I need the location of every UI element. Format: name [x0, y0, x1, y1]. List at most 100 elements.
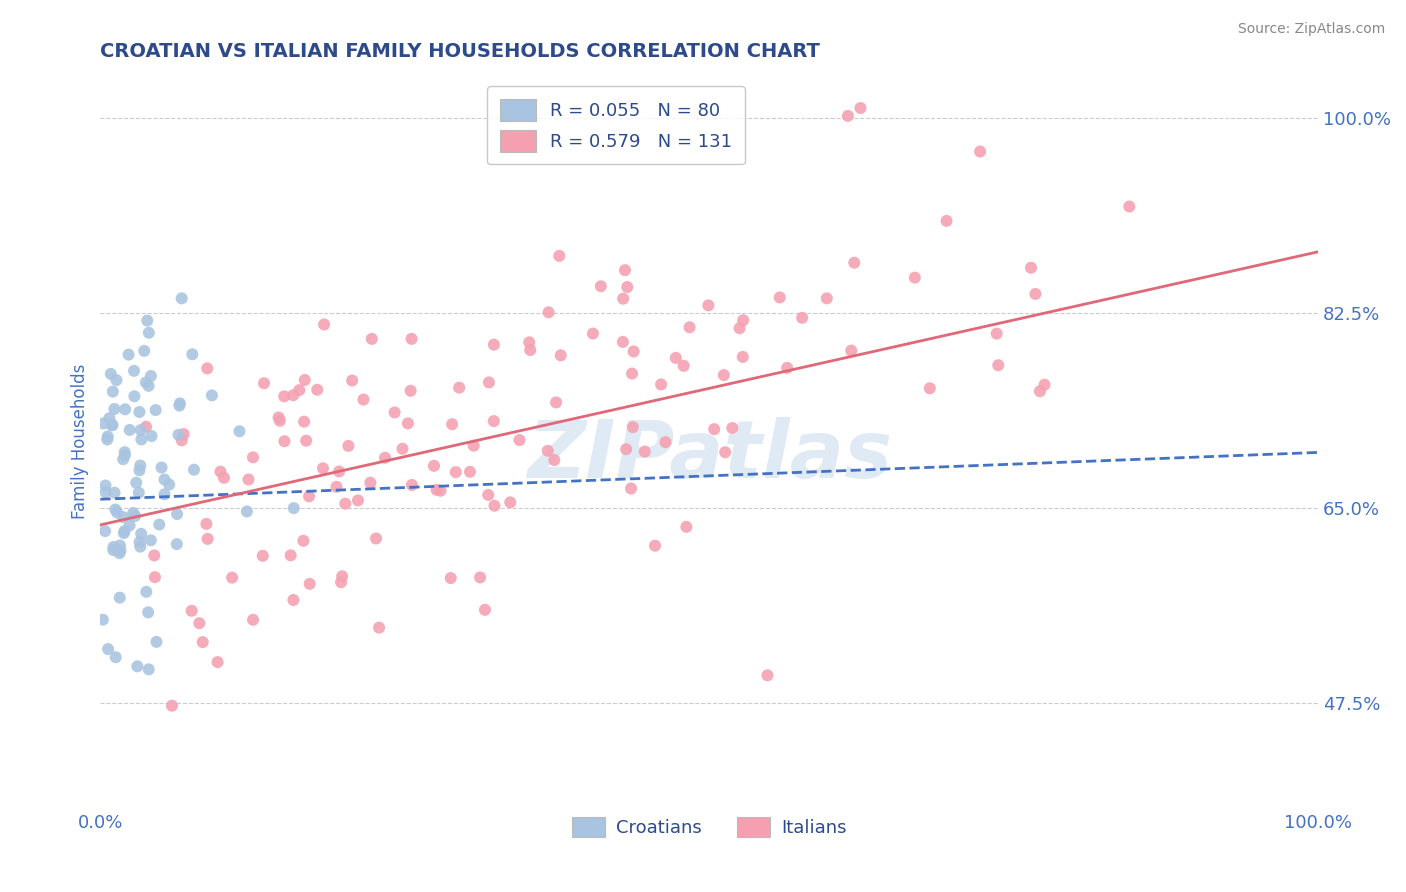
Point: [429, 483, 451, 498]
Point: [484, 499, 506, 513]
Point: [131, 433, 153, 447]
Point: [139, 533, 162, 548]
Point: [91, 613, 114, 627]
Point: [129, 458, 152, 473]
Point: [283, 388, 305, 402]
Point: [340, 374, 363, 388]
Point: [733, 313, 755, 327]
Point: [228, 424, 250, 438]
Point: [117, 348, 139, 362]
Point: [298, 577, 321, 591]
Point: [273, 389, 295, 403]
Point: [1118, 200, 1140, 214]
Point: [294, 373, 316, 387]
Point: [128, 485, 150, 500]
Point: [756, 668, 779, 682]
Point: [267, 410, 290, 425]
Point: [269, 414, 291, 428]
Point: [148, 517, 170, 532]
Point: [138, 662, 160, 676]
Point: [792, 310, 814, 325]
Point: [364, 532, 387, 546]
Point: [295, 434, 318, 448]
Point: [650, 377, 672, 392]
Point: [330, 575, 353, 590]
Point: [103, 543, 125, 558]
Point: [197, 532, 219, 546]
Point: [312, 318, 335, 332]
Point: [1024, 287, 1046, 301]
Point: [508, 433, 530, 447]
Point: [97, 429, 120, 443]
Point: [221, 571, 243, 585]
Point: [335, 497, 357, 511]
Point: [150, 460, 173, 475]
Point: [173, 427, 195, 442]
Point: [280, 549, 302, 563]
Point: [621, 367, 644, 381]
Point: [444, 465, 467, 479]
Point: [128, 463, 150, 477]
Point: [125, 475, 148, 490]
Point: [918, 381, 941, 395]
Point: [138, 326, 160, 340]
Point: [283, 593, 305, 607]
Text: Source: ZipAtlas.com: Source: ZipAtlas.com: [1237, 22, 1385, 37]
Point: [183, 463, 205, 477]
Point: [837, 109, 859, 123]
Point: [135, 584, 157, 599]
Point: [612, 292, 634, 306]
Point: [122, 506, 145, 520]
Point: [195, 361, 218, 376]
Point: [1019, 260, 1042, 275]
Point: [482, 414, 505, 428]
Point: [114, 445, 136, 459]
Point: [103, 540, 125, 554]
Text: CROATIAN VS ITALIAN FAMILY HOUSEHOLDS CORRELATION CHART: CROATIAN VS ITALIAN FAMILY HOUSEHOLDS CO…: [100, 42, 820, 61]
Point: [517, 335, 540, 350]
Point: [620, 482, 643, 496]
Point: [180, 604, 202, 618]
Point: [242, 613, 264, 627]
Point: [252, 549, 274, 563]
Point: [129, 526, 152, 541]
Point: [441, 417, 464, 432]
Point: [91, 417, 114, 431]
Point: [94, 485, 117, 500]
Point: [330, 569, 353, 583]
Point: [839, 343, 862, 358]
Point: [396, 417, 419, 431]
Point: [399, 384, 422, 398]
Point: [96, 433, 118, 447]
Point: [440, 571, 463, 585]
Point: [136, 606, 159, 620]
Point: [253, 376, 276, 391]
Point: [191, 635, 214, 649]
Legend: Croatians, Italians: Croatians, Italians: [565, 810, 853, 844]
Point: [153, 473, 176, 487]
Point: [129, 423, 152, 437]
Point: [283, 501, 305, 516]
Point: [731, 350, 754, 364]
Point: [94, 478, 117, 492]
Point: [776, 360, 799, 375]
Point: [703, 422, 725, 436]
Point: [138, 379, 160, 393]
Point: [141, 429, 163, 443]
Point: [987, 358, 1010, 372]
Point: [94, 524, 117, 538]
Point: [675, 520, 697, 534]
Point: [114, 524, 136, 538]
Point: [157, 477, 180, 491]
Point: [170, 291, 193, 305]
Point: [815, 291, 838, 305]
Point: [97, 642, 120, 657]
Point: [201, 388, 224, 402]
Point: [986, 326, 1008, 341]
Point: [103, 485, 125, 500]
Point: [374, 450, 396, 465]
Point: [124, 389, 146, 403]
Point: [1029, 384, 1052, 399]
Point: [616, 280, 638, 294]
Point: [665, 351, 688, 365]
